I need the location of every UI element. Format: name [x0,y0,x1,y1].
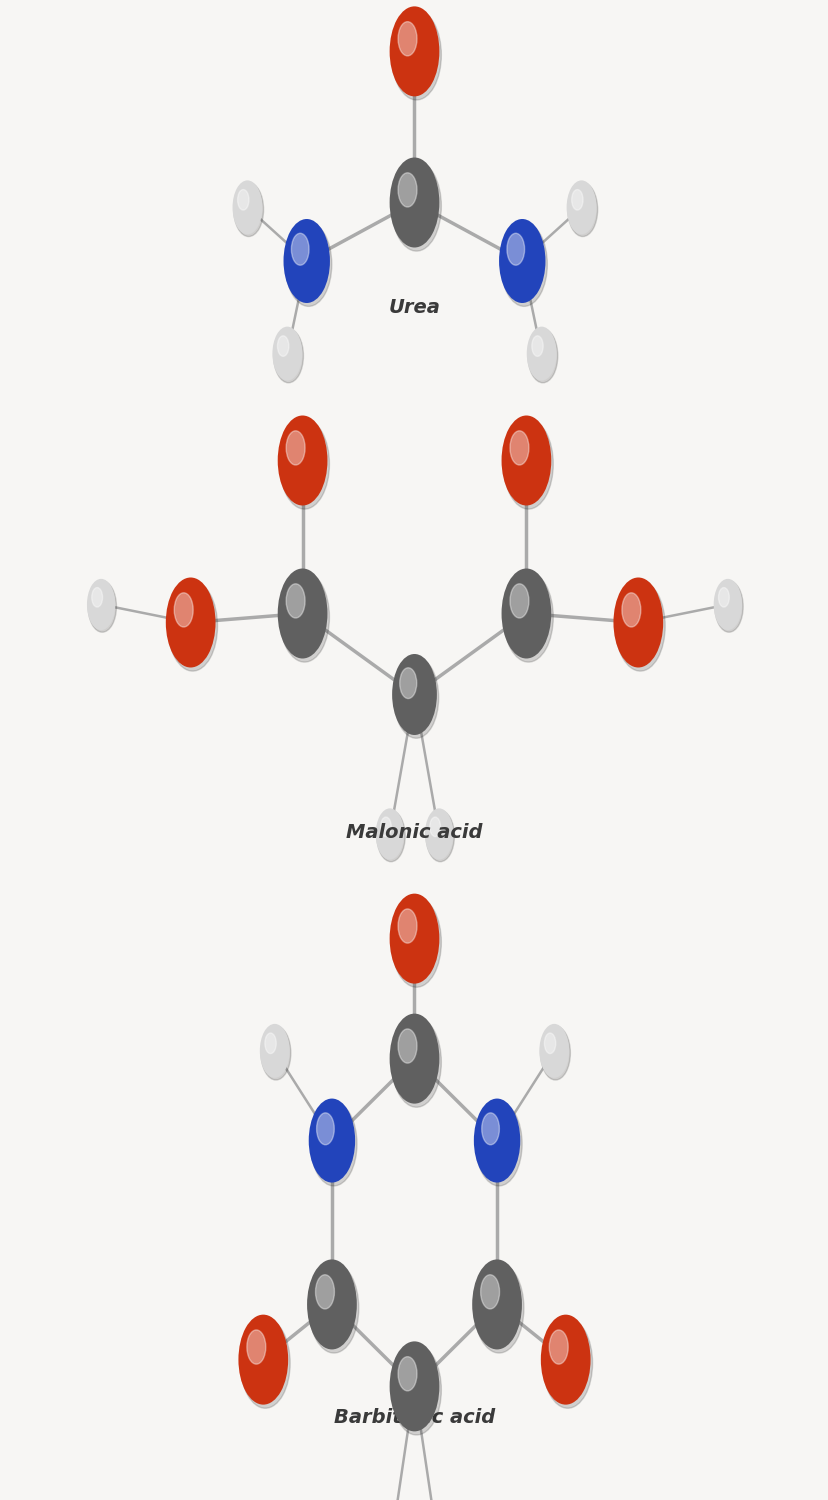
Circle shape [277,336,288,357]
Circle shape [474,1098,520,1182]
Circle shape [503,419,552,509]
Circle shape [397,909,416,944]
Circle shape [389,1341,439,1431]
Circle shape [539,1024,569,1078]
Circle shape [279,572,329,662]
Circle shape [277,568,327,658]
Circle shape [426,810,454,861]
Circle shape [174,592,193,627]
Circle shape [389,1014,439,1104]
Circle shape [309,1263,359,1353]
Circle shape [399,668,416,699]
Circle shape [166,578,215,668]
Circle shape [474,1263,523,1353]
Circle shape [532,336,542,357]
Circle shape [503,572,552,662]
Circle shape [500,222,546,306]
Text: Barbituric acid: Barbituric acid [334,1408,494,1426]
Circle shape [286,430,305,465]
Circle shape [549,1330,567,1364]
Circle shape [233,183,263,237]
Circle shape [501,568,551,658]
Circle shape [501,416,551,506]
Circle shape [621,592,640,627]
Circle shape [391,10,440,100]
Circle shape [397,21,416,56]
Circle shape [261,1026,291,1080]
Circle shape [87,579,115,630]
Circle shape [566,180,595,234]
Circle shape [285,222,331,306]
Circle shape [316,1113,334,1144]
Circle shape [526,327,556,381]
Circle shape [272,327,302,381]
Circle shape [291,234,309,266]
Circle shape [391,1346,440,1436]
Circle shape [429,818,440,837]
Circle shape [88,580,116,632]
Circle shape [481,1113,498,1144]
Circle shape [389,158,439,248]
Text: Urea: Urea [388,298,440,316]
Circle shape [540,1314,590,1404]
Circle shape [238,189,248,210]
Circle shape [310,1102,357,1186]
Circle shape [283,219,330,303]
Circle shape [472,1260,522,1350]
Circle shape [714,580,742,632]
Circle shape [167,580,217,670]
Circle shape [240,1318,290,1408]
Circle shape [397,1029,416,1063]
Circle shape [425,808,453,859]
Circle shape [571,189,582,210]
Circle shape [393,657,438,738]
Circle shape [509,584,528,618]
Circle shape [392,654,436,735]
Circle shape [540,1026,570,1080]
Circle shape [498,219,545,303]
Circle shape [527,328,557,382]
Circle shape [507,234,524,266]
Text: Malonic acid: Malonic acid [346,824,482,842]
Circle shape [265,1034,276,1053]
Circle shape [375,808,403,859]
Circle shape [544,1034,555,1053]
Circle shape [232,180,262,234]
Circle shape [542,1318,592,1408]
Circle shape [613,578,662,668]
Circle shape [389,6,439,96]
Circle shape [380,818,391,837]
Circle shape [389,894,439,984]
Circle shape [509,430,528,465]
Circle shape [315,1275,334,1310]
Circle shape [279,419,329,509]
Circle shape [377,810,405,861]
Circle shape [391,160,440,250]
Circle shape [397,172,416,207]
Circle shape [480,1275,499,1310]
Circle shape [614,580,664,670]
Circle shape [308,1098,354,1182]
Circle shape [718,588,729,608]
Circle shape [277,416,327,506]
Circle shape [391,1017,440,1107]
Circle shape [259,1024,289,1078]
Circle shape [713,579,741,630]
Circle shape [286,584,305,618]
Circle shape [273,328,303,382]
Circle shape [567,183,597,237]
Circle shape [92,588,103,608]
Circle shape [238,1314,288,1404]
Circle shape [247,1330,266,1364]
Circle shape [391,897,440,987]
Circle shape [475,1102,522,1186]
Circle shape [397,1356,416,1390]
Circle shape [306,1260,356,1350]
